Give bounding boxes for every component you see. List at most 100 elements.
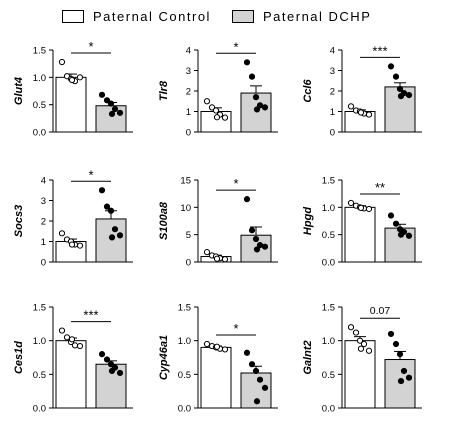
legend-label-dchp: Paternal DCHP — [263, 8, 372, 24]
data-point — [256, 376, 264, 383]
data-point — [248, 73, 256, 80]
data-point — [392, 340, 400, 348]
chart-panel-s100a8: 0 5 10 15 S100a8 * — [158, 176, 278, 269]
data-point — [252, 94, 260, 101]
data-point — [68, 76, 76, 84]
significance-label: * — [233, 176, 238, 191]
y-tick-label: 1.5 — [322, 303, 335, 314]
y-tick-label: 3 — [186, 66, 191, 77]
legend-swatch-dchp — [232, 9, 254, 23]
data-point — [103, 203, 111, 210]
data-point — [243, 349, 251, 356]
data-point — [256, 102, 264, 109]
data-point — [116, 369, 124, 377]
data-point — [243, 59, 251, 66]
chart-panel-glut4: 0.0 0.5 1.0 1.5 Glut4 * — [13, 39, 133, 139]
data-point — [98, 351, 106, 358]
y-tick-label: 1 — [330, 107, 335, 118]
data-point — [76, 74, 84, 81]
y-tick-label: 1.5 — [322, 176, 335, 187]
data-point — [357, 345, 365, 352]
y-axis-label: Galnt2 — [302, 340, 314, 374]
data-point — [392, 220, 400, 227]
data-point — [208, 104, 216, 111]
y-tick-label: 0.0 — [322, 258, 335, 269]
significance-label: *** — [372, 43, 387, 58]
data-point — [248, 227, 256, 234]
data-point — [203, 340, 211, 348]
data-point — [116, 232, 124, 239]
data-point — [357, 204, 365, 211]
data-point — [252, 367, 260, 375]
y-tick-label: 0 — [41, 258, 46, 269]
data-point — [111, 226, 119, 233]
y-tick-label: 1.0 — [178, 336, 191, 347]
y-tick-label: 4 — [41, 176, 46, 187]
y-tick-label: 2 — [330, 87, 335, 98]
y-tick-label: 15 — [180, 176, 191, 187]
y-tick-label: 4 — [330, 46, 335, 57]
data-point — [213, 114, 221, 121]
legend-label-control: Paternal Control — [93, 8, 211, 24]
data-point — [253, 398, 261, 405]
y-axis-label: Glut4 — [13, 77, 25, 105]
data-point — [203, 249, 211, 256]
data-point — [71, 342, 79, 349]
y-axis-label: Hpgd — [302, 207, 314, 235]
data-point — [347, 324, 355, 331]
data-point — [347, 199, 355, 207]
data-point — [392, 73, 400, 80]
bar-dchp — [95, 105, 127, 133]
data-point — [405, 232, 413, 239]
data-point — [261, 243, 269, 250]
y-axis-label: S100a8 — [158, 201, 170, 240]
y-axis-label: Cyp46a1 — [158, 335, 170, 380]
data-point — [108, 234, 116, 241]
data-point — [76, 342, 84, 350]
data-point — [58, 327, 66, 334]
y-tick-label: 5 — [186, 230, 191, 241]
y-tick-label: 1 — [41, 237, 46, 248]
bar-control — [55, 340, 87, 409]
chart-panel-ces1d: 0.0 0.5 1.0 1.5 Ces1d *** — [13, 303, 133, 415]
legend-swatch-control — [62, 9, 84, 23]
bar-control — [200, 346, 232, 409]
data-point — [103, 97, 111, 104]
data-point — [108, 110, 116, 118]
significance-label: * — [88, 167, 93, 182]
data-point — [203, 98, 211, 105]
data-point — [261, 384, 269, 391]
data-point — [248, 361, 256, 368]
data-point — [357, 109, 365, 116]
legend-item-control: Paternal Control — [62, 7, 211, 25]
y-tick-label: 0.5 — [33, 370, 46, 381]
significance-label: *** — [83, 308, 98, 323]
data-point — [76, 242, 84, 249]
chart-panel-hpgd: 0.0 0.5 1.0 1.5 Hpgd ** — [302, 176, 422, 269]
chart-panel-galnt2: 0.0 0.5 1.0 1.5 Galnt2 0.07 — [302, 303, 422, 415]
data-point — [107, 207, 115, 214]
data-point — [261, 104, 269, 111]
data-point — [405, 92, 413, 99]
data-point — [387, 212, 395, 219]
data-point — [360, 340, 368, 348]
data-point — [252, 235, 260, 243]
data-point — [397, 93, 405, 100]
data-point — [347, 103, 355, 110]
data-point — [116, 109, 124, 116]
y-tick-label: 0.5 — [322, 230, 335, 241]
legend-item-dchp: Paternal DCHP — [232, 7, 371, 25]
y-tick-label: 1.5 — [33, 303, 46, 314]
y-tick-label: 1.0 — [322, 336, 335, 347]
y-tick-label: 0 — [186, 128, 191, 139]
data-point — [356, 337, 364, 344]
data-point — [63, 334, 71, 341]
y-tick-label: 0.0 — [33, 128, 46, 139]
data-point — [221, 256, 229, 263]
data-point — [396, 85, 404, 93]
significance-label: 0.07 — [370, 305, 391, 317]
y-tick-label: 1.0 — [322, 203, 335, 214]
y-tick-label: 0.5 — [178, 370, 191, 381]
chart-panel-ccl6: 0 1 2 3 4 Ccl6 *** — [302, 43, 422, 139]
data-point — [365, 205, 373, 213]
